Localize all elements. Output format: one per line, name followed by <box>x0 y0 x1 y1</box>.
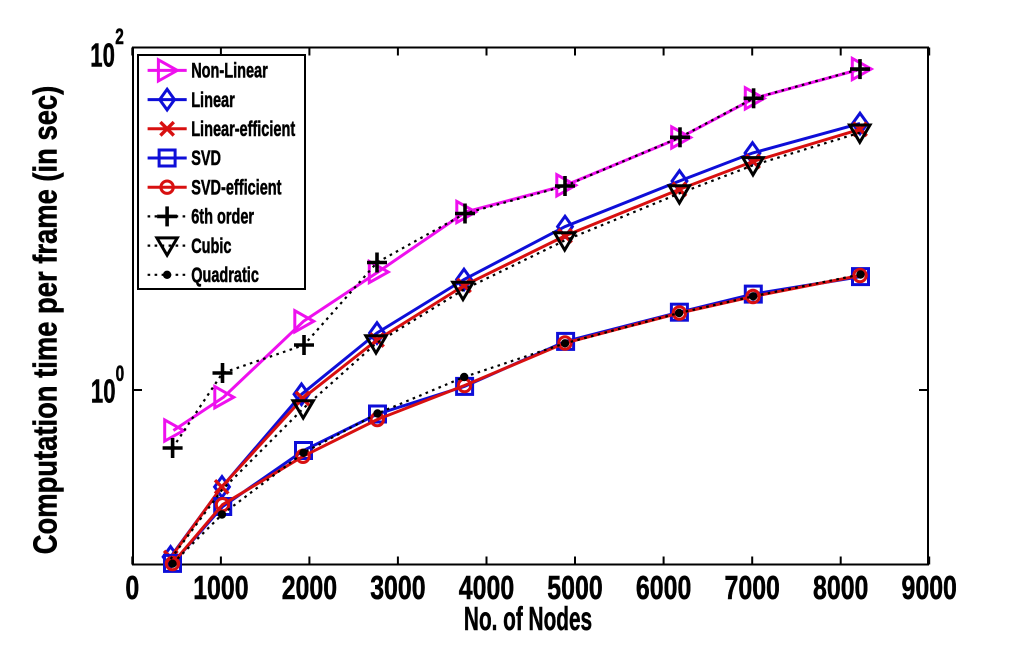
svg-text:Computation time per frame (in: Computation time per frame (in sec) <box>28 86 64 555</box>
svg-text:SVD-efficient: SVD-efficient <box>191 174 281 199</box>
svg-text:1000: 1000 <box>193 571 248 607</box>
svg-text:6000: 6000 <box>636 571 691 607</box>
svg-text:6th order: 6th order <box>191 204 254 229</box>
svg-text:Quadratic: Quadratic <box>191 262 259 287</box>
svg-text:10: 10 <box>91 373 116 409</box>
svg-text:0: 0 <box>125 571 139 607</box>
svg-text:2000: 2000 <box>282 571 337 607</box>
svg-text:Linear-efficient: Linear-efficient <box>191 116 295 141</box>
svg-text:SVD: SVD <box>191 145 221 170</box>
svg-text:7000: 7000 <box>724 571 779 607</box>
svg-text:3000: 3000 <box>370 571 425 607</box>
svg-text:10: 10 <box>90 37 115 73</box>
svg-text:Linear: Linear <box>191 87 235 112</box>
svg-text:Cubic: Cubic <box>191 233 231 258</box>
svg-text:4000: 4000 <box>459 571 514 607</box>
svg-text:8000: 8000 <box>813 571 868 607</box>
svg-text:Non-Linear: Non-Linear <box>191 58 268 83</box>
svg-text:5000: 5000 <box>547 571 602 607</box>
svg-text:9000: 9000 <box>901 571 956 607</box>
svg-text:No. of Nodes: No. of Nodes <box>464 600 592 637</box>
svg-text:0: 0 <box>116 362 125 386</box>
svg-text:2: 2 <box>115 25 124 49</box>
